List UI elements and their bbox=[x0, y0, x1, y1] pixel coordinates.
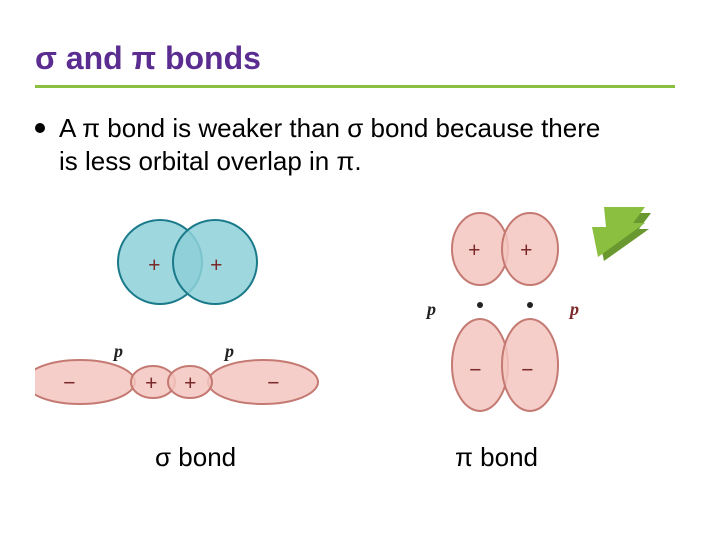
svg-text:+: + bbox=[468, 237, 481, 262]
svg-text:+: + bbox=[145, 370, 158, 395]
orbital-diagram: s s + + − + + − p p + + − − p p bbox=[35, 207, 675, 447]
svg-text:−: − bbox=[469, 357, 482, 382]
svg-text:+: + bbox=[184, 370, 197, 395]
svg-text:+: + bbox=[520, 237, 533, 262]
svg-text:+: + bbox=[210, 252, 223, 277]
svg-text:−: − bbox=[521, 357, 534, 382]
sigma-caption: σ bond bbox=[155, 442, 236, 473]
slide-title: σ and π bonds bbox=[35, 40, 685, 77]
body-text: A π bond is weaker than σ bond because t… bbox=[59, 112, 619, 177]
svg-text:s: s bbox=[230, 207, 237, 209]
svg-text:p: p bbox=[425, 299, 436, 319]
bullet-dot bbox=[35, 123, 45, 133]
svg-text:p: p bbox=[223, 341, 234, 361]
pi-caption: π bond bbox=[455, 442, 538, 473]
svg-text:+: + bbox=[148, 252, 161, 277]
svg-text:−: − bbox=[267, 370, 280, 395]
svg-text:p: p bbox=[568, 299, 579, 319]
svg-text:s: s bbox=[145, 207, 152, 209]
callout-arrow bbox=[592, 207, 651, 261]
svg-text:−: − bbox=[63, 370, 76, 395]
diagram-area: s s + + − + + − p p + + − − p p σ bond π bond bbox=[35, 207, 675, 487]
title-underline bbox=[35, 85, 675, 88]
bullet-row: A π bond is weaker than σ bond because t… bbox=[35, 112, 685, 177]
svg-text:p: p bbox=[112, 341, 123, 361]
